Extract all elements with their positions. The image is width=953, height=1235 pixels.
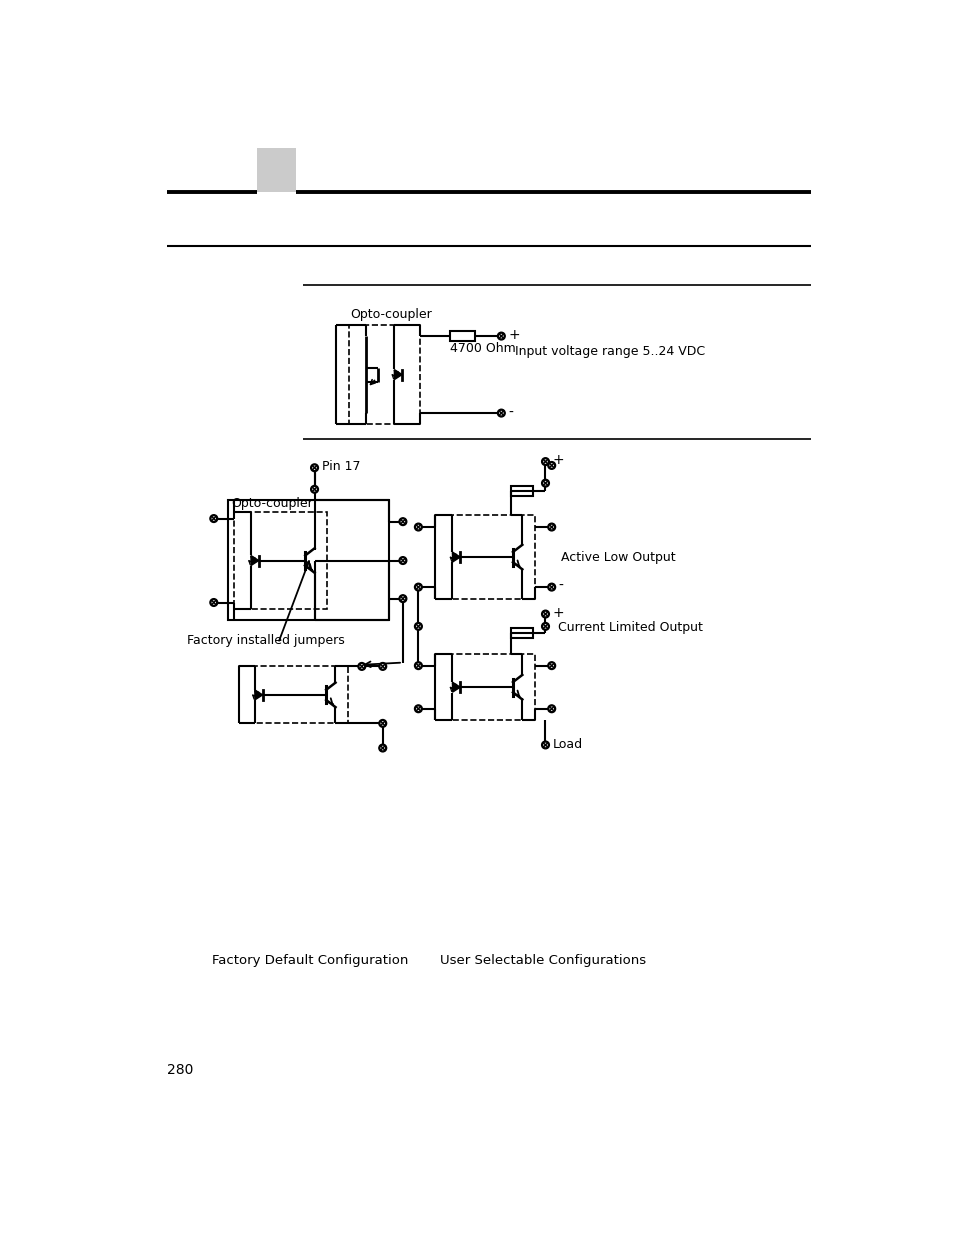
Circle shape xyxy=(415,622,422,630)
Circle shape xyxy=(401,559,404,562)
Circle shape xyxy=(499,411,502,415)
Bar xyxy=(239,667,348,724)
Text: Active Low Output: Active Low Output xyxy=(560,551,675,563)
Text: Pin 17: Pin 17 xyxy=(321,459,359,473)
Text: Load: Load xyxy=(552,739,582,751)
Circle shape xyxy=(378,720,386,727)
Circle shape xyxy=(212,517,215,520)
Circle shape xyxy=(313,488,315,490)
Circle shape xyxy=(499,335,502,337)
Circle shape xyxy=(212,601,215,604)
Circle shape xyxy=(415,583,422,592)
Circle shape xyxy=(398,595,406,603)
Text: +: + xyxy=(552,605,563,620)
Circle shape xyxy=(543,482,546,484)
Circle shape xyxy=(497,332,505,340)
Circle shape xyxy=(550,464,553,467)
Circle shape xyxy=(550,664,553,667)
Circle shape xyxy=(398,557,406,564)
Polygon shape xyxy=(254,690,262,700)
Polygon shape xyxy=(452,552,459,562)
Circle shape xyxy=(210,599,217,606)
Circle shape xyxy=(543,613,546,615)
Text: Opto-coupler: Opto-coupler xyxy=(350,308,432,321)
Bar xyxy=(511,627,533,637)
Circle shape xyxy=(401,597,404,600)
Circle shape xyxy=(547,705,555,713)
Bar xyxy=(228,500,389,620)
Bar xyxy=(435,655,534,720)
Circle shape xyxy=(398,517,406,526)
Circle shape xyxy=(547,462,555,469)
Bar xyxy=(435,515,534,599)
Circle shape xyxy=(547,662,555,669)
Polygon shape xyxy=(394,369,402,379)
Text: Factory installed jumpers: Factory installed jumpers xyxy=(187,634,345,647)
Circle shape xyxy=(550,585,553,589)
Circle shape xyxy=(357,662,365,671)
Circle shape xyxy=(547,583,555,592)
Circle shape xyxy=(543,625,546,627)
Text: Current Limited Output: Current Limited Output xyxy=(558,621,702,635)
Text: User Selectable Configurations: User Selectable Configurations xyxy=(439,955,645,967)
Bar xyxy=(348,325,419,424)
Circle shape xyxy=(541,741,549,748)
Circle shape xyxy=(381,721,384,725)
Text: -: - xyxy=(558,579,563,593)
Circle shape xyxy=(541,610,549,618)
Circle shape xyxy=(550,526,553,529)
Circle shape xyxy=(497,409,505,417)
Text: Opto-coupler: Opto-coupler xyxy=(231,496,313,510)
Text: Factory Default Configuration: Factory Default Configuration xyxy=(213,955,409,967)
Bar xyxy=(257,148,295,193)
Text: -: - xyxy=(508,406,513,420)
Circle shape xyxy=(541,622,549,630)
Circle shape xyxy=(416,708,419,710)
Circle shape xyxy=(541,479,549,487)
Polygon shape xyxy=(251,556,258,566)
Circle shape xyxy=(415,705,422,713)
Text: +: + xyxy=(508,327,519,342)
Text: Input voltage range 5..24 VDC: Input voltage range 5..24 VDC xyxy=(515,345,704,358)
Bar xyxy=(450,331,475,341)
Circle shape xyxy=(415,662,422,669)
Circle shape xyxy=(415,524,422,531)
Circle shape xyxy=(416,664,419,667)
Circle shape xyxy=(360,664,363,668)
Circle shape xyxy=(416,585,419,589)
Circle shape xyxy=(378,662,386,671)
Circle shape xyxy=(401,520,404,524)
Circle shape xyxy=(381,664,384,668)
Circle shape xyxy=(416,526,419,529)
Circle shape xyxy=(543,461,546,463)
Circle shape xyxy=(381,746,384,750)
Circle shape xyxy=(210,515,217,522)
Text: 280: 280 xyxy=(167,1063,193,1077)
Circle shape xyxy=(547,524,555,531)
Bar xyxy=(511,485,533,496)
Circle shape xyxy=(378,745,386,752)
Circle shape xyxy=(550,708,553,710)
Circle shape xyxy=(311,485,318,493)
Text: +: + xyxy=(552,453,563,467)
Circle shape xyxy=(416,625,419,627)
Circle shape xyxy=(313,466,315,469)
Bar xyxy=(233,513,327,609)
Text: 4700 Ohm: 4700 Ohm xyxy=(450,342,516,354)
Polygon shape xyxy=(452,682,459,692)
Circle shape xyxy=(543,743,546,746)
Circle shape xyxy=(311,464,318,472)
Circle shape xyxy=(541,458,549,466)
